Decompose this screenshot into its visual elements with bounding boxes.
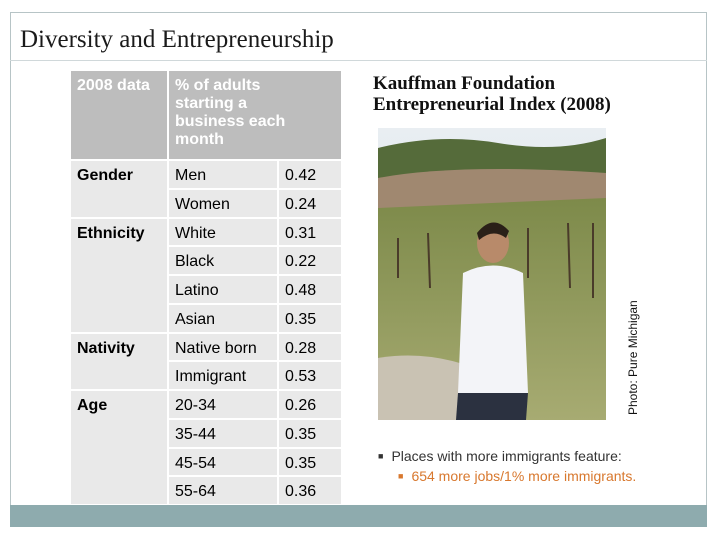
footer-bar [10, 505, 707, 527]
row-name: Native born [168, 332, 278, 362]
row-value: 0.22 [278, 246, 342, 275]
row-name: Latino [168, 275, 278, 304]
row-value: 0.42 [278, 160, 342, 189]
group-label: Gender [70, 160, 168, 218]
row-value: 0.53 [278, 361, 342, 390]
row-value: 0.35 [278, 418, 342, 448]
bullet-text: Places with more immigrants feature: [391, 448, 622, 464]
row-name: Men [168, 160, 278, 189]
bullet: ■ Places with more immigrants feature: [378, 448, 622, 464]
row-name: 45-54 [168, 447, 278, 477]
row-value: 0.28 [278, 332, 342, 362]
row-name: Immigrant [168, 361, 278, 390]
title-rule [10, 60, 707, 61]
row-name: White [168, 217, 278, 247]
photo-credit: Photo: Pure Michigan [626, 300, 640, 415]
sidebar-heading: Kauffman Foundation Entrepreneurial Inde… [373, 73, 611, 115]
sub-bullet: ■ 654 more jobs/1% more immigrants. [398, 468, 637, 484]
row-name: 35-44 [168, 418, 278, 448]
sub-bullet-text: 654 more jobs/1% more immigrants. [411, 468, 637, 484]
row-name: 20-34 [168, 390, 278, 419]
heading-line: Entrepreneurial Index (2008) [373, 94, 611, 115]
row-value: 0.24 [278, 188, 342, 218]
row-value: 0.36 [278, 476, 342, 505]
group-label: Nativity [70, 332, 168, 390]
header-cell: % of adults starting a business each mon… [168, 70, 342, 160]
heading-line: Kauffman Foundation [373, 73, 556, 94]
group-label: Age [70, 390, 168, 505]
header-cell: 2008 data [70, 70, 168, 160]
row-value: 0.35 [278, 447, 342, 477]
row-value: 0.31 [278, 217, 342, 247]
group-label: Ethnicity [70, 217, 168, 333]
row-name: Black [168, 246, 278, 275]
row-value: 0.35 [278, 303, 342, 333]
row-name: Women [168, 188, 278, 218]
photo [378, 128, 606, 420]
row-value: 0.48 [278, 275, 342, 304]
row-name: 55-64 [168, 476, 278, 505]
row-value: 0.26 [278, 390, 342, 419]
row-name: Asian [168, 303, 278, 333]
slide-title: Diversity and Entrepreneurship [20, 26, 334, 53]
